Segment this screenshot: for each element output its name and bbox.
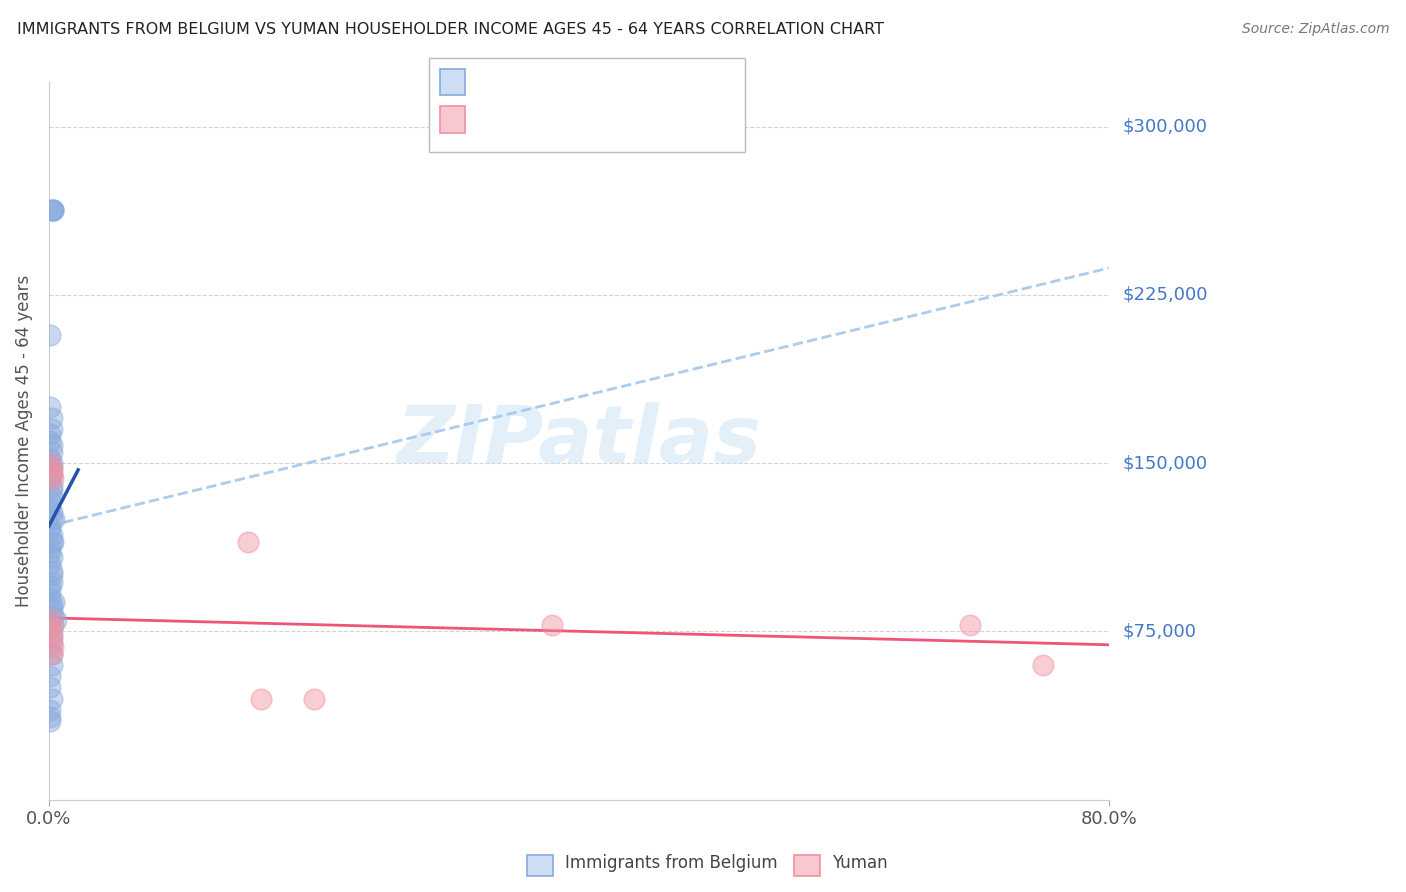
Point — [39, 500, 62, 515]
Y-axis label: Householder Income Ages 45 - 64 years: Householder Income Ages 45 - 64 years — [15, 275, 32, 607]
Point — [41, 598, 63, 612]
Text: R =: R = — [478, 73, 515, 91]
Point — [39, 427, 62, 442]
Point — [41, 445, 63, 459]
Point — [42, 202, 65, 217]
Point — [250, 691, 273, 706]
Point — [41, 456, 63, 470]
Text: $300,000: $300,000 — [1123, 118, 1208, 136]
Point — [39, 579, 62, 593]
Point — [41, 506, 63, 520]
Point — [41, 691, 63, 706]
Text: $225,000: $225,000 — [1123, 286, 1208, 304]
Point — [39, 714, 62, 728]
Point — [39, 557, 62, 571]
Point — [39, 669, 62, 683]
Point — [39, 519, 62, 533]
Text: 16: 16 — [621, 111, 644, 128]
Text: ZIPatlas: ZIPatlas — [396, 401, 762, 480]
Point — [41, 602, 63, 616]
Point — [42, 608, 65, 623]
Point — [41, 635, 63, 649]
Point — [41, 467, 63, 482]
Point — [1032, 657, 1054, 672]
Text: -0.150: -0.150 — [520, 111, 579, 128]
Point — [41, 460, 63, 475]
Text: 0.050: 0.050 — [520, 73, 572, 91]
Point — [39, 617, 62, 632]
Point — [39, 546, 62, 560]
Point — [41, 657, 63, 672]
Point — [39, 434, 62, 448]
Point — [42, 202, 65, 217]
Point — [39, 400, 62, 414]
Point — [41, 550, 63, 565]
Point — [41, 574, 63, 589]
Point — [41, 411, 63, 425]
Point — [39, 328, 62, 343]
Text: IMMIGRANTS FROM BELGIUM VS YUMAN HOUSEHOLDER INCOME AGES 45 - 64 YEARS CORRELATI: IMMIGRANTS FROM BELGIUM VS YUMAN HOUSEHO… — [17, 22, 884, 37]
Point — [44, 595, 66, 609]
Point — [39, 456, 62, 470]
Point — [42, 472, 65, 486]
Point — [41, 534, 63, 549]
Point — [41, 647, 63, 661]
Text: $150,000: $150,000 — [1123, 454, 1208, 472]
Point — [42, 640, 65, 654]
Point — [236, 534, 259, 549]
Point — [41, 478, 63, 492]
Text: R =: R = — [478, 111, 515, 128]
Point — [44, 512, 66, 526]
Point — [39, 524, 62, 538]
Point — [41, 202, 63, 217]
Point — [39, 494, 62, 508]
Text: 56: 56 — [621, 73, 644, 91]
Text: Yuman: Yuman — [832, 855, 889, 872]
Point — [39, 709, 62, 723]
Point — [41, 624, 63, 639]
Text: N =: N = — [579, 73, 616, 91]
Point — [41, 423, 63, 437]
Point — [41, 613, 63, 627]
Point — [959, 617, 981, 632]
Point — [39, 591, 62, 605]
Point — [41, 564, 63, 578]
Point — [541, 617, 564, 632]
Point — [41, 647, 63, 661]
Point — [39, 681, 62, 695]
Point — [41, 438, 63, 452]
Point — [41, 460, 63, 475]
Point — [39, 703, 62, 717]
Point — [41, 490, 63, 504]
Point — [42, 617, 65, 632]
Point — [41, 512, 63, 526]
Point — [41, 629, 63, 643]
Text: Immigrants from Belgium: Immigrants from Belgium — [565, 855, 778, 872]
Text: Source: ZipAtlas.com: Source: ZipAtlas.com — [1241, 22, 1389, 37]
Point — [41, 467, 63, 482]
Point — [41, 568, 63, 582]
Text: $75,000: $75,000 — [1123, 623, 1197, 640]
Point — [41, 631, 63, 645]
Point — [39, 584, 62, 599]
Point — [39, 472, 62, 486]
Point — [42, 202, 65, 217]
Point — [42, 534, 65, 549]
Point — [302, 691, 325, 706]
Point — [39, 451, 62, 466]
Point — [41, 528, 63, 542]
Point — [45, 613, 67, 627]
Point — [41, 483, 63, 497]
Text: N =: N = — [579, 111, 616, 128]
Point — [39, 541, 62, 556]
